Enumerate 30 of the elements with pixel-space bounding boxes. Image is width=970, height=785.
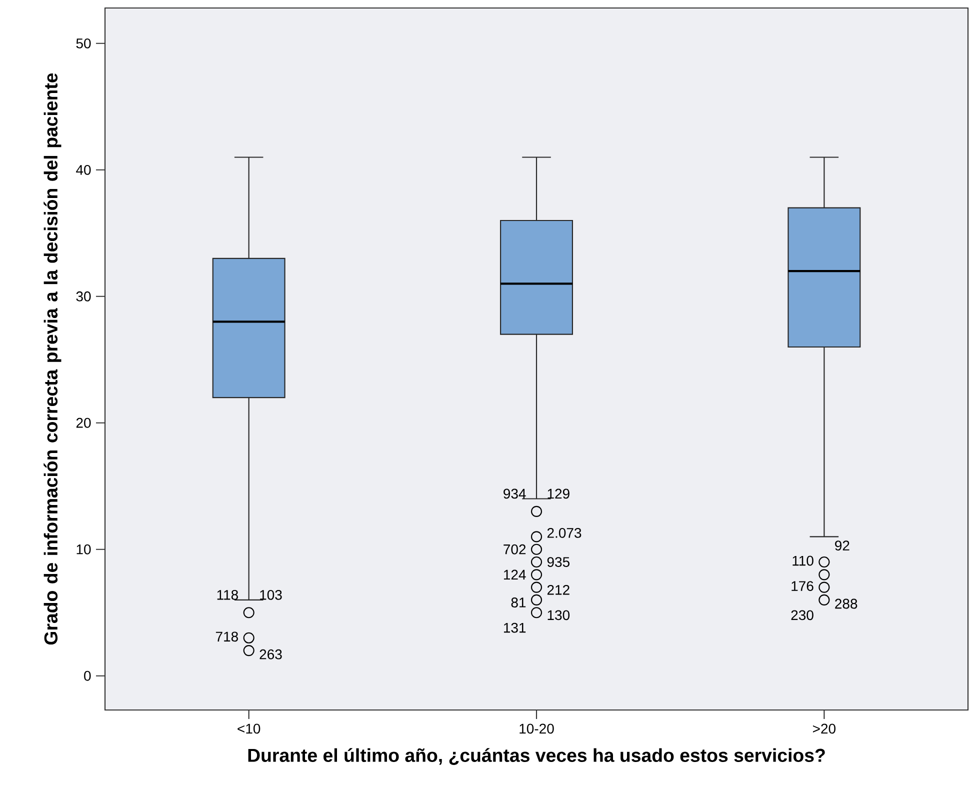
- annotation: 702: [504, 544, 526, 554]
- annotation: 212: [547, 584, 570, 595]
- y-tick-label: 10: [76, 544, 91, 554]
- annotation: 176: [792, 581, 814, 592]
- y-tick-label: 20: [76, 418, 91, 428]
- annotation: 2.073: [547, 528, 582, 538]
- annotation: 130: [548, 610, 570, 620]
- annotation: 92: [835, 540, 850, 551]
- annotation: 230: [791, 610, 814, 620]
- annotation: 103: [260, 590, 282, 600]
- annotation: 263: [260, 649, 282, 660]
- annotation: 124: [504, 570, 526, 580]
- annotation: 288: [835, 598, 858, 609]
- annotation: 131: [504, 622, 526, 633]
- y-axis-title: Grado de información correcta previa a la decisión del paciente: [44, 73, 62, 645]
- x-axis-title: Durante el último año, ¿cuántas veces ha usado estos servicios?: [248, 748, 825, 765]
- y-tick-label: 30: [76, 291, 91, 302]
- annotation: 934: [504, 488, 526, 499]
- annotation: 935: [547, 557, 570, 567]
- annotation: 110: [792, 556, 814, 566]
- annotation: 118: [217, 590, 238, 600]
- x-tick-label: >20: [812, 724, 836, 734]
- annotation: 718: [216, 632, 238, 642]
- x-tick-label: 10-20: [520, 724, 554, 734]
- y-tick-label: 0: [84, 670, 91, 681]
- y-tick-label: 50: [76, 38, 91, 48]
- annotation: 129: [548, 488, 570, 499]
- y-tick-label: 40: [76, 164, 91, 175]
- x-tick-label: <10: [238, 724, 260, 734]
- annotation: 81: [511, 598, 526, 608]
